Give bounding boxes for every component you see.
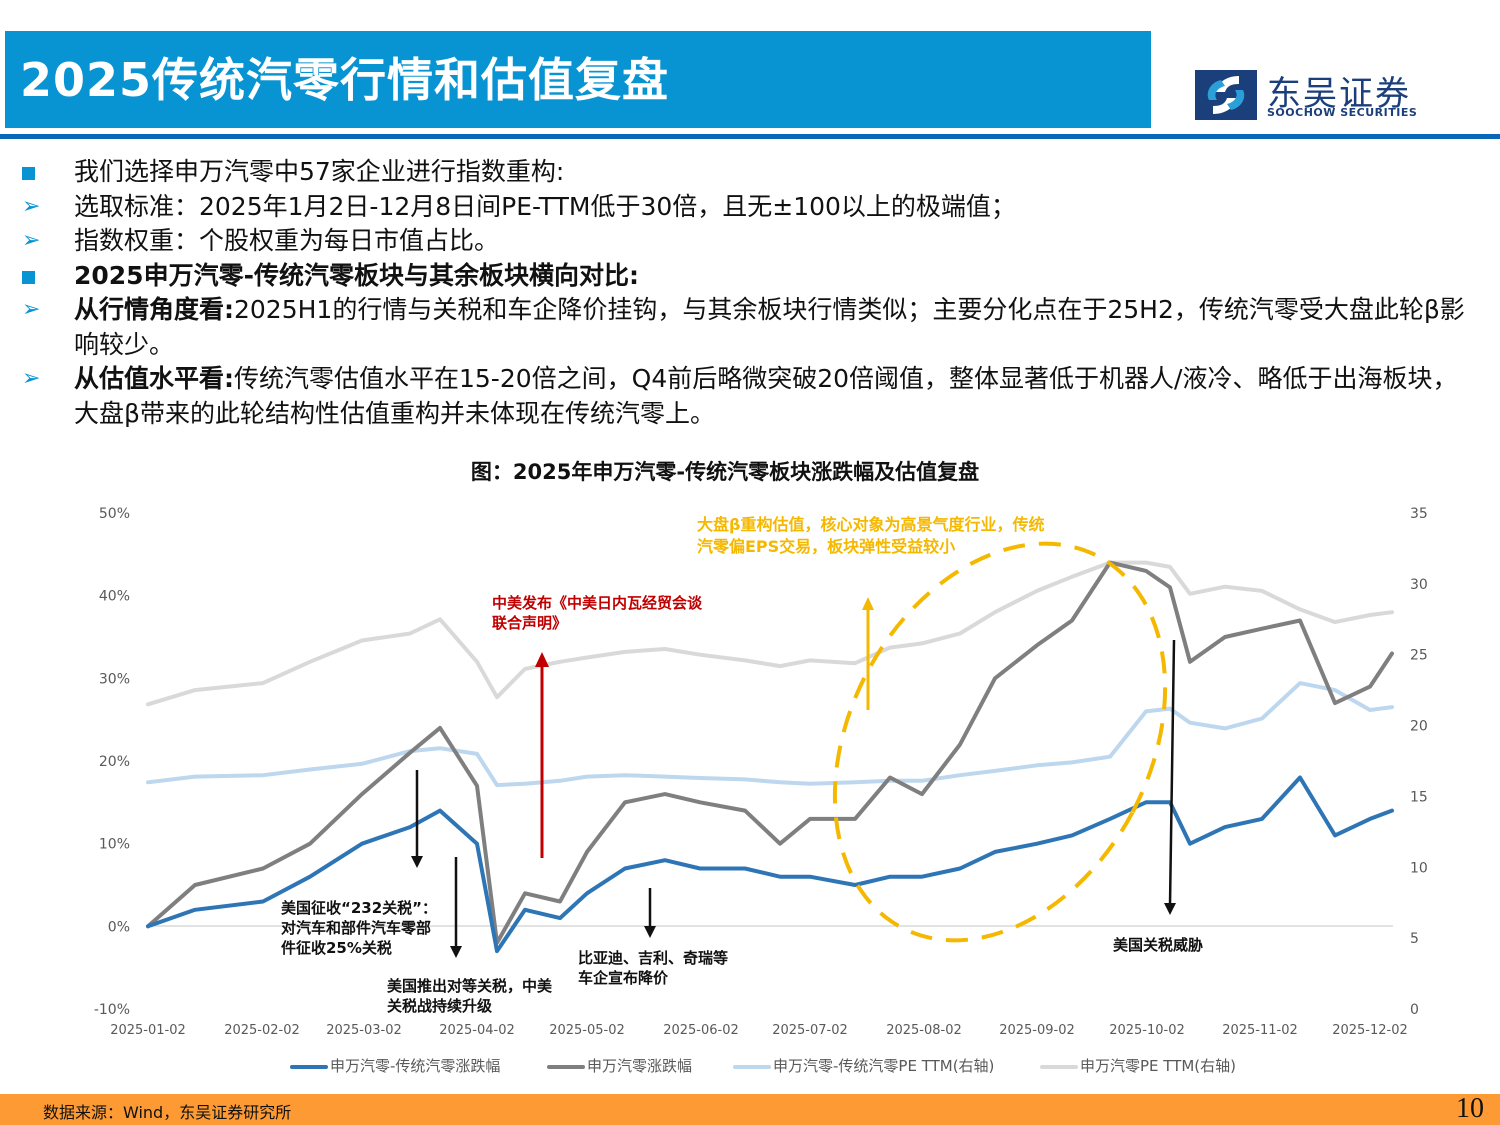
- left-y-tick: 0%: [108, 919, 130, 935]
- x-tick: 2025-08-02: [886, 1023, 962, 1038]
- right-y-tick: 0: [1410, 1002, 1419, 1018]
- legend-item-auto-pe: 申万汽零PE TTM(右轴): [1040, 1055, 1236, 1076]
- page-title: 2025传统汽零行情和估值复盘: [20, 53, 670, 107]
- x-tick: 2025-04-02: [439, 1023, 515, 1038]
- left-y-tick: 40%: [99, 589, 130, 605]
- bullet-text: 我们选择申万汽零中57家企业进行指数重构:: [74, 157, 565, 186]
- bullet-text: 指数权重：个股权重为每日市值占比。: [74, 226, 500, 255]
- logo-chinese-name: 东吴证券: [1267, 74, 1411, 114]
- bullet-item: 我们选择申万汽零中57家企业进行指数重构:: [18, 155, 1478, 190]
- right-y-tick: 20: [1410, 719, 1428, 735]
- auto-pe-line: [146, 560, 1394, 707]
- legend-swatch: [733, 1064, 771, 1069]
- x-tick: 2025-01-02: [110, 1023, 186, 1038]
- right-y-axis: 35 30 25 20 15 10 5 0: [1410, 506, 1428, 1018]
- square-bullet-icon: [22, 259, 62, 294]
- arrow-bullet-icon: ➢: [22, 366, 41, 391]
- legend-swatch: [1040, 1064, 1078, 1069]
- trad-pe-line: [146, 681, 1394, 788]
- annotation-232-tariff: 美国征收“232关税”：对汽车和部件汽车零部件征收25%关税: [281, 899, 438, 957]
- bullet-list: 我们选择申万汽零中57家企业进行指数重构: ➢ 选取标准：2025年1月2日-1…: [18, 155, 1478, 431]
- bullet-text: 选取标准：2025年1月2日-12月8日间PE-TTM低于30倍，且无±100以…: [74, 191, 1016, 221]
- soochow-logo: 东吴证券 SOOCHOW SECURITIES: [1195, 70, 1435, 122]
- auto-return-line: [146, 560, 1394, 945]
- series-lines: [146, 560, 1394, 954]
- legend-item-trad-return: 申万汽零-传统汽零涨跌幅: [290, 1055, 500, 1076]
- data-source: 数据来源：Wind，东吴证券研究所: [43, 1103, 292, 1122]
- legend-item-trad-pe: 申万汽零-传统汽零PE TTM(右轴): [733, 1055, 994, 1076]
- bullet-item: ➢ 选取标准：2025年1月2日-12月8日间PE-TTM低于30倍，且无±10…: [18, 190, 1478, 225]
- title-bar: [5, 31, 1151, 128]
- legend-item-auto-return: 申万汽零涨跌幅: [547, 1055, 692, 1076]
- arrow-bullet-icon: ➢: [22, 228, 41, 253]
- bullet-lead: 从行情角度看:: [74, 295, 234, 324]
- x-axis: 2025-01-02 2025-02-02 2025-03-02 2025-04-02…: [110, 1023, 1408, 1038]
- arrow-bullet-icon: ➢: [22, 193, 41, 219]
- x-tick: 2025-05-02: [549, 1023, 625, 1038]
- bullet-heading: 2025申万汽零-传统汽零板块与其余板块横向对比:: [74, 260, 639, 290]
- bullet-text: 传统汽零估值水平在15-20倍之间，Q4前后略微突破20倍阈值，整体显著低于机器…: [74, 364, 1458, 428]
- left-y-tick: 50%: [99, 506, 130, 522]
- bullet-item: ➢ 从估值水平看:传统汽零估值水平在15-20倍之间，Q4前后略微突破20倍阈值…: [18, 362, 1478, 431]
- bullet-item: ➢ 从行情角度看:2025H1的行情与关税和车企降价挂钩，与其余板块行情类似；主…: [18, 293, 1478, 362]
- page-number: 10: [1456, 1093, 1484, 1124]
- legend-swatch: [290, 1064, 328, 1069]
- annotation-arrows: [411, 597, 1176, 958]
- highlight-ellipse: [832, 541, 1168, 943]
- soochow-logo-icon: [1195, 70, 1257, 120]
- right-y-tick: 30: [1410, 577, 1428, 593]
- chart-title: 图：2025年申万汽零-传统汽零板块涨跌幅及估值复盘: [470, 460, 980, 484]
- annotation-tariff-threat: 美国关税威胁: [1113, 936, 1204, 954]
- left-y-tick: 20%: [99, 754, 130, 770]
- x-tick: 2025-10-02: [1109, 1023, 1185, 1038]
- left-y-tick: 30%: [99, 671, 130, 687]
- left-y-tick: -10%: [94, 1002, 130, 1018]
- x-tick: 2025-12-02: [1332, 1023, 1408, 1038]
- legend-swatch: [547, 1064, 585, 1069]
- annotation-price-cut: 比亚迪、吉利、奇瑞等车企宣布降价: [578, 949, 729, 987]
- red-arrow-head: [535, 652, 549, 667]
- bullet-item: 2025申万汽零-传统汽零板块与其余板块横向对比:: [18, 259, 1478, 294]
- x-tick: 2025-02-02: [224, 1023, 300, 1038]
- left-y-tick: 10%: [99, 837, 130, 853]
- right-y-tick: 25: [1410, 648, 1428, 664]
- right-y-tick: 5: [1410, 931, 1419, 947]
- annotation-reciprocal-tariff: 美国推出对等关税，中美关税战持续升级: [387, 977, 553, 1015]
- footer-bar: [0, 1094, 1500, 1125]
- bullet-item: ➢ 指数权重：个股权重为每日市值占比。: [18, 224, 1478, 259]
- left-y-axis: 50% 40% 30% 20% 10% 0% -10%: [94, 506, 130, 1018]
- arrow-bullet-icon: ➢: [22, 297, 41, 322]
- annotation-geneva-statement: 中美发布《中美日内瓦经贸会谈联合声明》: [492, 594, 703, 632]
- bullet-text: 2025H1的行情与关税和车企降价挂钩，与其余板块行情类似；主要分化点在于25H…: [74, 295, 1465, 359]
- trad-return-line: [146, 775, 1394, 954]
- x-tick: 2025-07-02: [772, 1023, 848, 1038]
- square-bullet-icon: [22, 155, 62, 190]
- annotation-beta-revaluation: 大盘β重构估值，核心对象为高景气度行业，传统汽零偏EPS交易，板块弹性受益较小: [697, 515, 1045, 556]
- x-tick: 2025-11-02: [1222, 1023, 1298, 1038]
- logo-english-name: SOOCHOW SECURITIES: [1267, 106, 1418, 119]
- chart-legend: 申万汽零-传统汽零涨跌幅 申万汽零涨跌幅 申万汽零-传统汽零PE TTM(右轴)…: [0, 1055, 1500, 1077]
- title-divider: [0, 134, 1500, 139]
- right-y-tick: 10: [1410, 860, 1428, 876]
- right-y-tick: 35: [1410, 506, 1428, 522]
- arrow-tariff-threat: [1168, 639, 1176, 906]
- x-tick: 2025-06-02: [663, 1023, 739, 1038]
- x-tick: 2025-03-02: [326, 1023, 402, 1038]
- bullet-lead: 从估值水平看:: [74, 364, 234, 393]
- right-y-tick: 15: [1410, 789, 1428, 805]
- gold-arrow-head: [862, 597, 874, 610]
- x-tick: 2025-09-02: [999, 1023, 1075, 1038]
